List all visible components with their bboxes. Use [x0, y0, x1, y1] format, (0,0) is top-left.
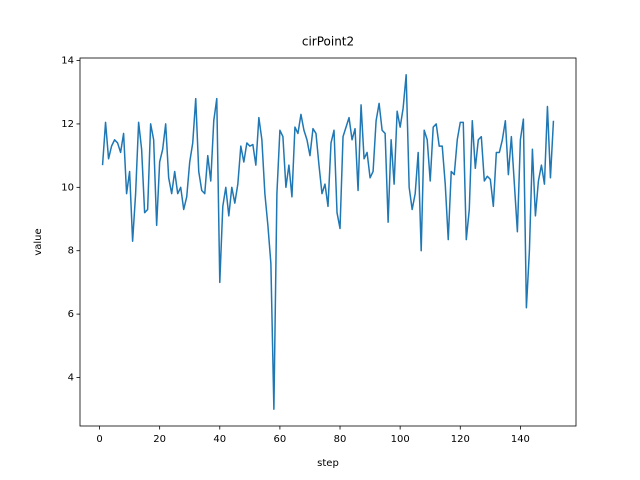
x-tick-label: 0 [96, 434, 102, 445]
line-series [101, 74, 555, 410]
y-tick-label: 14 [61, 56, 74, 67]
x-tick-label: 40 [213, 434, 226, 445]
y-tick-label: 12 [61, 119, 74, 130]
chart-title: cirPoint2 [302, 35, 354, 49]
x-tick-label: 80 [334, 434, 347, 445]
x-axis-label: step [317, 458, 339, 469]
y-tick-label: 8 [68, 246, 74, 257]
x-tick-label: 100 [391, 434, 410, 445]
x-tick-label: 60 [274, 434, 287, 445]
x-tick-label: 120 [451, 434, 470, 445]
y-tick-label: 10 [61, 182, 74, 193]
x-tick-label: 20 [153, 434, 166, 445]
y-tick-label: 6 [68, 309, 74, 320]
y-tick-label: 4 [68, 373, 74, 384]
y-axis-label: value [33, 228, 44, 255]
plot-frame [79, 57, 577, 427]
x-tick-label: 140 [511, 434, 530, 445]
